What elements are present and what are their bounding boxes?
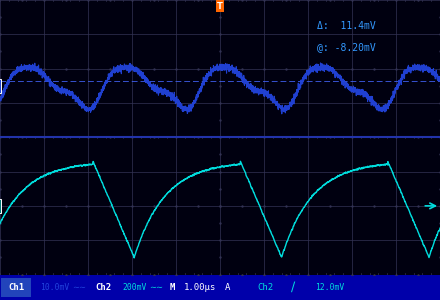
Text: ∼∼: ∼∼ bbox=[72, 283, 86, 292]
Text: M: M bbox=[169, 283, 175, 292]
Text: Ch2: Ch2 bbox=[257, 283, 273, 292]
Text: 1.00μs: 1.00μs bbox=[184, 283, 216, 292]
Text: ∼∼: ∼∼ bbox=[149, 283, 163, 292]
Text: 10.0mV: 10.0mV bbox=[40, 283, 70, 292]
Text: T: T bbox=[217, 2, 223, 11]
Text: 12.0mV: 12.0mV bbox=[315, 283, 345, 292]
Text: 200mV: 200mV bbox=[123, 283, 147, 292]
Text: Ch1: Ch1 bbox=[8, 283, 24, 292]
Text: Ch2: Ch2 bbox=[95, 283, 111, 292]
Text: Δ:  11.4mV: Δ: 11.4mV bbox=[317, 21, 376, 31]
Text: A: A bbox=[225, 283, 231, 292]
Text: @: -8.20mV: @: -8.20mV bbox=[317, 42, 376, 52]
Text: ∕: ∕ bbox=[291, 281, 295, 294]
Bar bbox=[1, 278, 31, 297]
